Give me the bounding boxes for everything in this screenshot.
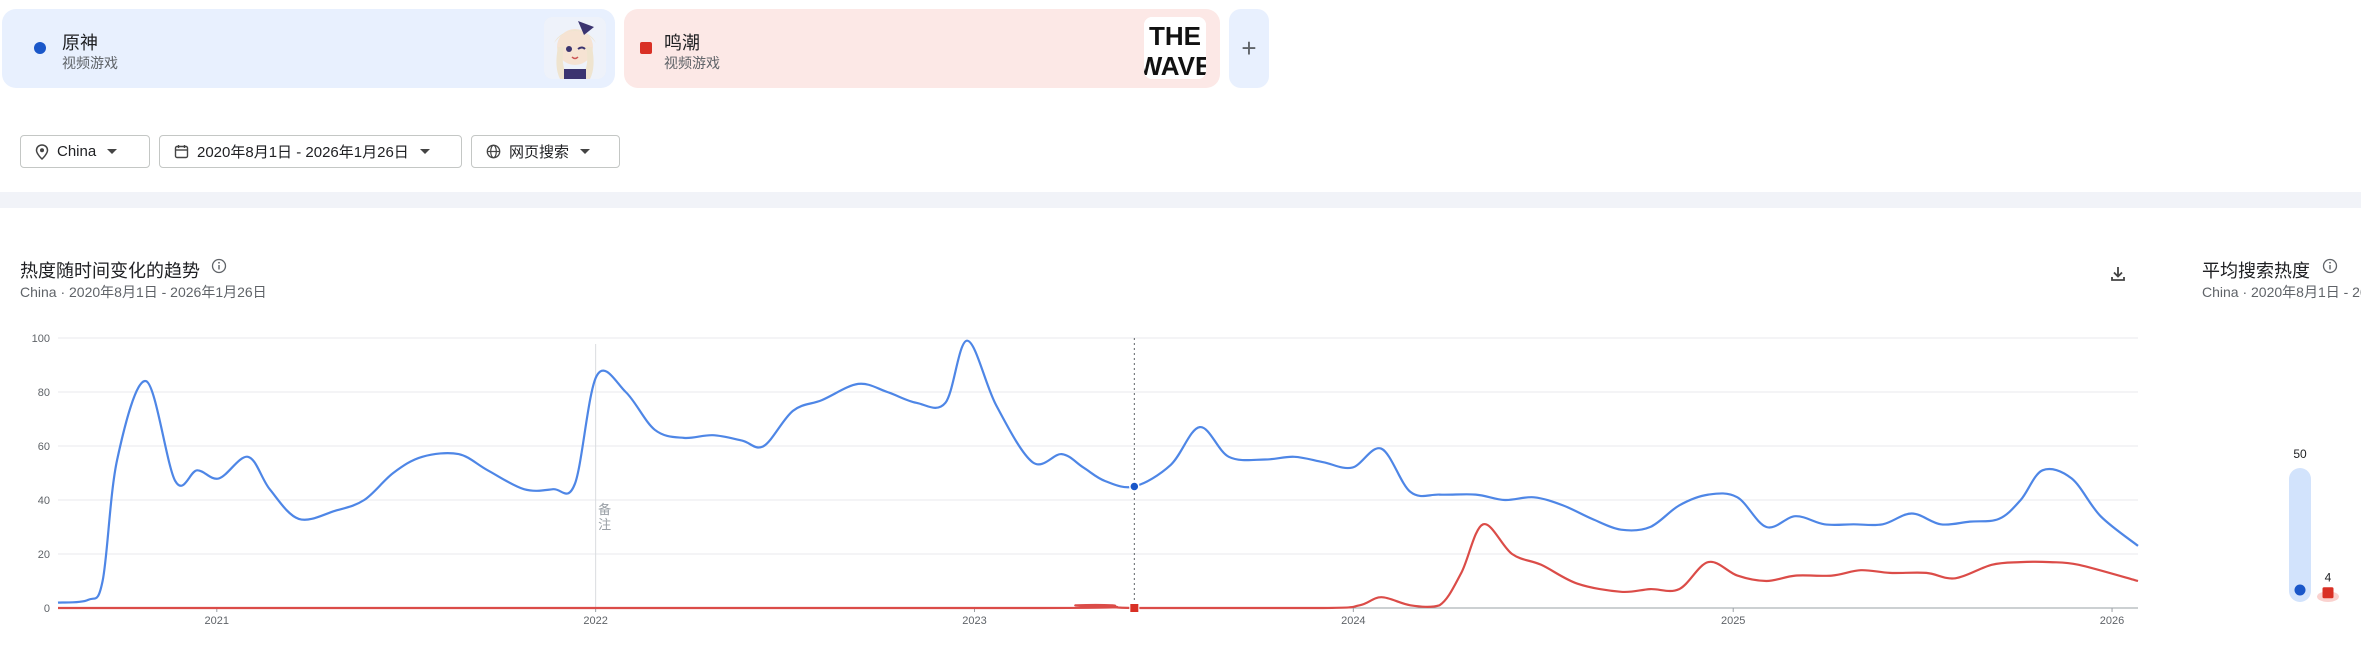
x-tick-label: 2026 xyxy=(2100,615,2124,627)
svg-text:THE: THE xyxy=(1149,21,1201,51)
search-term-name: 鸣潮 xyxy=(664,33,700,53)
info-icon[interactable] xyxy=(211,258,227,274)
search-term-category: 视频游戏 xyxy=(62,55,118,71)
hover-marker-1 xyxy=(1129,603,1140,613)
y-tick-label: 20 xyxy=(38,549,50,561)
series-line-0 xyxy=(57,339,2139,604)
trend-section-subtitle: China · 2020年8月1日 - 2026年1月26日 xyxy=(20,284,267,300)
y-tick-label: 100 xyxy=(32,333,50,345)
trend-line-chart[interactable]: 0 20 40 60 80 100 2021 2022 2023 2024 2025 2026 备注 xyxy=(0,320,2150,640)
x-tick-label: 2025 xyxy=(1721,615,1745,627)
chevron-down-icon xyxy=(106,148,118,156)
x-tick-label: 2024 xyxy=(1341,615,1365,627)
average-interest-bars: 50 4 xyxy=(2289,447,2339,602)
x-tick-label: 2021 xyxy=(205,615,229,627)
series-color-square xyxy=(640,42,652,54)
average-marker-0 xyxy=(2294,584,2306,596)
add-comparison-button[interactable]: + xyxy=(1229,9,1269,88)
search-term-name: 原神 xyxy=(62,33,98,53)
section-divider xyxy=(0,192,2361,208)
date-range-filter-label: 2020年8月1日 - 2026年1月26日 xyxy=(197,144,409,161)
series-color-dot xyxy=(34,42,46,54)
y-tick-label: 60 xyxy=(38,441,50,453)
download-icon[interactable] xyxy=(2108,264,2128,284)
average-bar-0 xyxy=(2289,468,2311,602)
character-avatar-icon xyxy=(544,17,606,79)
info-icon[interactable] xyxy=(2322,258,2338,274)
annotation-char: 注 xyxy=(598,518,611,533)
svg-text:WAVE: WAVE xyxy=(1144,51,1206,79)
search-type-filter[interactable]: 网页搜索 xyxy=(471,135,620,168)
search-term-category: 视频游戏 xyxy=(664,55,720,71)
average-section-subtitle: China · 2020年8月1日 - 2026年1月26日 xyxy=(2202,284,2361,300)
average-value-label: 4 xyxy=(2325,570,2332,584)
region-filter-label: China xyxy=(57,143,97,160)
region-filter[interactable]: China xyxy=(20,135,150,168)
average-marker-1 xyxy=(2322,587,2334,599)
annotation-note: 备注 xyxy=(598,502,611,533)
search-type-filter-label: 网页搜索 xyxy=(509,144,570,161)
globe-icon xyxy=(486,144,501,159)
wuthering-waves-thumbnail: THE WAVE xyxy=(1144,17,1206,79)
annotation-char: 备 xyxy=(598,502,611,518)
average-value-label: 50 xyxy=(2293,447,2307,461)
x-tick-label: 2023 xyxy=(962,615,986,627)
y-tick-label: 0 xyxy=(44,603,50,615)
trend-section-title: 热度随时间变化的趋势 xyxy=(20,261,200,281)
chevron-down-icon xyxy=(579,148,591,156)
chevron-down-icon xyxy=(419,148,431,156)
search-term-card-genshin[interactable]: 原神 视频游戏 xyxy=(2,9,615,88)
y-tick-label: 40 xyxy=(38,495,50,507)
hover-marker-0 xyxy=(1129,481,1140,492)
x-tick-label: 2022 xyxy=(583,615,607,627)
calendar-icon xyxy=(174,144,189,159)
date-range-filter[interactable]: 2020年8月1日 - 2026年1月26日 xyxy=(159,135,462,168)
average-section-title: 平均搜索热度 xyxy=(2202,261,2310,281)
search-term-card-wuthering-waves[interactable]: 鸣潮 视频游戏 THE WAVE xyxy=(624,9,1220,88)
y-tick-label: 80 xyxy=(38,387,50,399)
genshin-thumbnail xyxy=(544,17,606,79)
series-line-1 xyxy=(58,523,2139,610)
game-logo-icon: THE WAVE xyxy=(1144,17,1206,79)
location-pin-icon xyxy=(35,143,49,160)
